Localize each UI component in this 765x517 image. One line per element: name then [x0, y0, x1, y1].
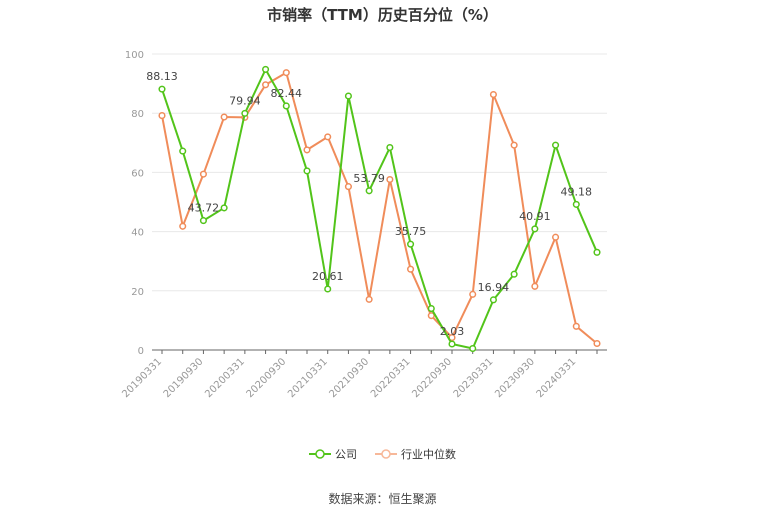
- data-point: [324, 133, 332, 141]
- x-tick-label: 20190930: [162, 356, 206, 400]
- x-tick-label: 20220331: [369, 356, 413, 400]
- data-point: [199, 170, 207, 178]
- data-label: 16.94: [478, 281, 510, 294]
- data-label: 40.91: [519, 210, 551, 223]
- data-point: [552, 233, 560, 241]
- series-line: [161, 67, 598, 350]
- series-line: [161, 71, 598, 345]
- data-point: [510, 270, 518, 278]
- data-point: [344, 92, 352, 100]
- legend-industry-marker: [375, 449, 397, 459]
- data-point: [552, 141, 560, 149]
- data-point: [531, 225, 539, 233]
- data-label: 82.44: [271, 87, 303, 100]
- data-point: [593, 248, 601, 256]
- data-point: [427, 305, 435, 313]
- data-point: [510, 141, 518, 149]
- data-point: [489, 91, 497, 99]
- chart-title: 市销率（TTM）历史百分位（%）: [267, 6, 498, 24]
- data-point: [262, 81, 270, 89]
- data-point: [303, 146, 311, 154]
- x-tick-label: 20220930: [410, 356, 454, 400]
- data-point: [407, 265, 415, 273]
- data-label: 35.75: [395, 225, 427, 238]
- data-point: [282, 69, 290, 77]
- data-point: [407, 240, 415, 248]
- x-tick-label: 20240331: [535, 356, 579, 400]
- grid-layer: [152, 53, 607, 292]
- x-tick-label: 20200930: [245, 356, 289, 400]
- y-tick-label: 100: [125, 50, 144, 61]
- data-point: [427, 312, 435, 320]
- data-point: [531, 282, 539, 290]
- legend-industry-label: 行业中位数: [401, 448, 456, 461]
- data-point: [489, 296, 497, 304]
- data-label: 43.72: [188, 202, 220, 215]
- data-point: [365, 187, 373, 195]
- x-tick-label: 20230930: [493, 356, 537, 400]
- data-label: 53.79: [353, 172, 385, 185]
- data-point: [344, 183, 352, 191]
- x-tick-label: 20210331: [286, 356, 330, 400]
- data-point: [593, 339, 601, 348]
- data-label: 49.18: [561, 185, 593, 198]
- x-tick-label: 20190331: [120, 356, 164, 400]
- legend-company-label: 公司: [335, 448, 357, 461]
- x-tick-label: 20200331: [203, 356, 247, 400]
- data-point: [220, 204, 228, 212]
- data-point: [448, 340, 456, 348]
- legend-item-industry-median[interactable]: 行业中位数: [375, 446, 456, 462]
- data-point: [572, 322, 580, 330]
- legend: 公司 行业中位数: [0, 446, 765, 462]
- data-point: [386, 175, 394, 184]
- data-point: [469, 290, 477, 298]
- data-point: [303, 167, 311, 175]
- data-point: [158, 85, 166, 93]
- data-point: [282, 102, 290, 110]
- data-label: 79.94: [229, 94, 261, 107]
- y-tick-label: 0: [138, 346, 144, 357]
- data-point: [220, 113, 228, 121]
- data-point: [241, 109, 249, 117]
- series-layer: [158, 65, 601, 353]
- y-tick-label: 20: [131, 287, 144, 298]
- data-point: [158, 112, 166, 120]
- data-point: [572, 200, 580, 208]
- data-label: 20.61: [312, 270, 344, 283]
- x-tick-label: 20230331: [452, 356, 496, 400]
- data-label: 2.03: [440, 325, 465, 338]
- data-point: [262, 65, 270, 73]
- source-note: 数据来源：恒生聚源: [328, 492, 437, 506]
- label-layer: 88.13 43.72 79.94 82.44 20.61 53.79 35.75 2.03 1…: [146, 70, 592, 338]
- data-label: 88.13: [146, 70, 178, 83]
- x-tick-label: 20210930: [327, 356, 371, 400]
- legend-company-marker: [309, 449, 331, 459]
- data-point: [386, 143, 394, 152]
- data-point: [199, 217, 207, 225]
- data-point: [324, 285, 332, 293]
- chart-plot: 0 20 40 60 80 100 2019033120190930202003312020…: [120, 50, 607, 400]
- data-point: [179, 147, 187, 155]
- data-point: [179, 222, 187, 230]
- data-point: [365, 295, 373, 303]
- data-point: [469, 344, 477, 353]
- axis-layer: 0 20 40 60 80 100 2019033120190930202003312020…: [120, 50, 607, 400]
- y-tick-label: 80: [131, 109, 144, 120]
- y-tick-label: 60: [131, 168, 144, 179]
- y-tick-label: 40: [131, 228, 144, 239]
- legend-item-company[interactable]: 公司: [309, 446, 357, 462]
